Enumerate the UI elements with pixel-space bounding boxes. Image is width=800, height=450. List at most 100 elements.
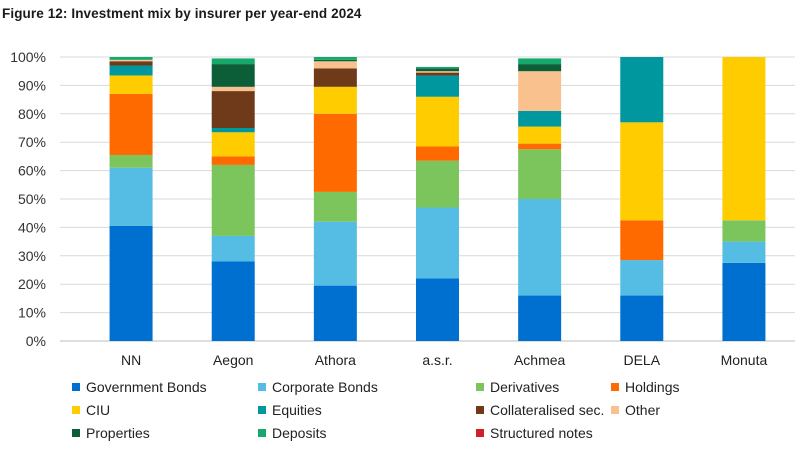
- legend-item: Deposits: [258, 425, 326, 441]
- x-category-label: Monuta: [721, 352, 768, 368]
- y-tick-label: 50%: [18, 191, 46, 207]
- bar-segment: [211, 91, 255, 128]
- bar-stack-nn: [109, 57, 153, 341]
- legend-item: Government Bonds: [72, 379, 207, 395]
- bar-segment: [313, 221, 357, 286]
- bar-segment: [313, 59, 357, 62]
- x-category-label: DELA: [623, 352, 660, 368]
- bar-stack-athora: [313, 57, 357, 341]
- legend-item: Equities: [258, 402, 322, 418]
- bar-segment: [722, 220, 766, 242]
- bar-segment: [313, 113, 357, 192]
- legend-swatch: [476, 429, 484, 437]
- bar-segment: [416, 66, 459, 69]
- bar-segment: [109, 59, 153, 62]
- bar-segment: [211, 58, 255, 65]
- bar-segment: [416, 72, 459, 76]
- bar-stacks: [109, 57, 766, 341]
- legend-swatch: [476, 406, 484, 414]
- bar-segment: [211, 132, 255, 157]
- bar-segment: [109, 65, 153, 76]
- y-tick-label: 90%: [18, 77, 46, 93]
- legend-label: Other: [625, 402, 661, 418]
- bar-segment: [211, 164, 255, 236]
- legend-item: Collateralised sec.: [476, 402, 604, 418]
- legend-label: Derivatives: [490, 379, 560, 395]
- y-tick-label: 60%: [18, 163, 46, 179]
- x-axis-labels: NN Aegon Athora a.s.r. Achmea DELA Monuta: [121, 352, 768, 368]
- legend-label: CIU: [86, 402, 111, 418]
- bar-segment: [109, 75, 153, 94]
- bar-segment: [313, 68, 357, 87]
- bar-stack-dela: [620, 57, 664, 341]
- legend-label: Deposits: [272, 425, 327, 441]
- legend-item: Structured notes: [476, 425, 593, 441]
- bar-segment: [620, 260, 664, 296]
- bar-segment: [620, 220, 664, 261]
- y-axis-ticks: 0% 10% 20% 30% 40% 50% 60% 70% 80% 90% 100%: [10, 49, 46, 349]
- chart-title: Figure 12: Investment mix by insurer per…: [2, 6, 362, 21]
- x-category-label: Achmea: [514, 352, 566, 368]
- bar-segment: [416, 96, 459, 147]
- bar-segment: [518, 126, 562, 144]
- legend-label: Properties: [86, 425, 150, 441]
- bar-stack-monuta: [722, 57, 766, 341]
- legend-swatch: [72, 383, 80, 391]
- bar-segment: [313, 57, 357, 60]
- x-category-label: NN: [121, 352, 141, 368]
- bar-stack-a-s-r-: [416, 66, 459, 341]
- bar-segment: [109, 167, 153, 226]
- legend-swatch: [72, 429, 80, 437]
- bar-segment: [416, 75, 459, 97]
- legend-item: Holdings: [611, 379, 679, 395]
- bar-segment: [211, 261, 255, 341]
- bar-segment: [518, 149, 562, 199]
- legend-swatch: [258, 383, 266, 391]
- bar-segment: [518, 143, 562, 150]
- legend-swatch: [258, 406, 266, 414]
- y-tick-label: 40%: [18, 219, 46, 235]
- bar-segment: [211, 86, 255, 92]
- bar-segment: [416, 68, 459, 72]
- legend-item: Derivatives: [476, 379, 559, 395]
- bar-segment: [722, 262, 766, 341]
- bar-segment: [211, 235, 255, 262]
- bar-segment: [313, 86, 357, 114]
- bar-segment: [518, 199, 562, 296]
- legend-swatch: [72, 406, 80, 414]
- bar-segment: [518, 71, 562, 111]
- legend-item: Properties: [72, 425, 150, 441]
- legend-label: Holdings: [625, 379, 680, 395]
- bar-segment: [518, 64, 562, 72]
- legend-item: Corporate Bonds: [258, 379, 378, 395]
- bar-segment: [518, 110, 562, 127]
- legend-swatch: [611, 406, 619, 414]
- bar-segment: [211, 156, 255, 165]
- legend-swatch: [476, 383, 484, 391]
- legend-label: Corporate Bonds: [272, 379, 378, 395]
- legend-label: Equities: [272, 402, 322, 418]
- x-category-label: Athora: [315, 352, 356, 368]
- y-tick-label: 0%: [26, 333, 46, 349]
- y-tick-label: 70%: [18, 134, 46, 150]
- legend-label: Collateralised sec.: [490, 402, 605, 418]
- bar-segment: [518, 295, 562, 341]
- y-tick-label: 20%: [18, 276, 46, 292]
- bar-segment: [109, 154, 153, 168]
- y-tick-label: 30%: [18, 248, 46, 264]
- legend-item: Other: [611, 402, 660, 418]
- bar-segment: [722, 57, 766, 221]
- bar-segment: [109, 225, 153, 341]
- bar-segment: [211, 64, 255, 87]
- bar-segment: [620, 295, 664, 341]
- bar-segment: [518, 58, 562, 65]
- bar-segment: [109, 93, 153, 155]
- bar-segment: [416, 160, 459, 208]
- bar-segment: [620, 57, 664, 123]
- bar-segment: [109, 61, 153, 66]
- bar-stack-achmea: [518, 58, 562, 341]
- bar-segment: [416, 207, 459, 279]
- bar-segment: [211, 128, 255, 133]
- legend-swatch: [258, 429, 266, 437]
